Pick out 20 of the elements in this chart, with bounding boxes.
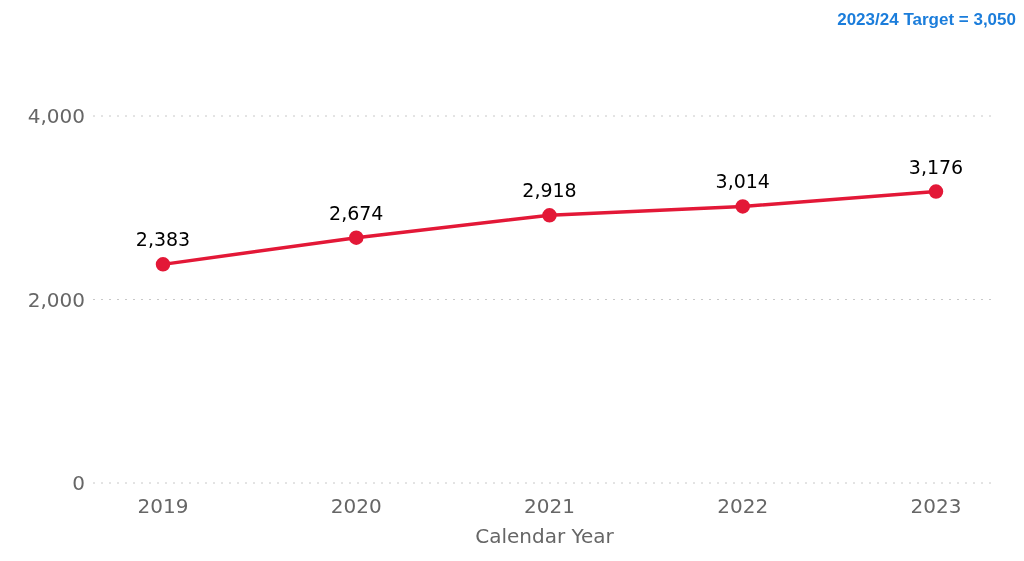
point	[735, 199, 750, 214]
x-tick-label: 2021	[524, 494, 575, 519]
data-label: 2,674	[329, 201, 384, 224]
y-tick-label: 2,000	[27, 287, 85, 312]
x-tick-label: 2022	[717, 494, 769, 519]
point	[928, 184, 944, 199]
point	[349, 230, 364, 245]
point	[155, 257, 171, 272]
point	[542, 208, 557, 223]
y-tick-label: 0	[72, 471, 85, 496]
x-axis-title: Calendar Year	[475, 524, 615, 548]
y-tick-label: 4,000	[27, 104, 85, 129]
x-tick-label: 2019	[137, 494, 189, 519]
x-tick-label: 2023	[910, 494, 962, 519]
x-tick-label: 2020	[330, 494, 382, 519]
data-label: 2,918	[522, 179, 577, 202]
data-label: 3,014	[715, 170, 770, 193]
data-label: 2,383	[135, 228, 191, 251]
text: 2023/24 Target = 3,050	[837, 10, 1016, 30]
data-label: 3,176	[908, 155, 964, 178]
